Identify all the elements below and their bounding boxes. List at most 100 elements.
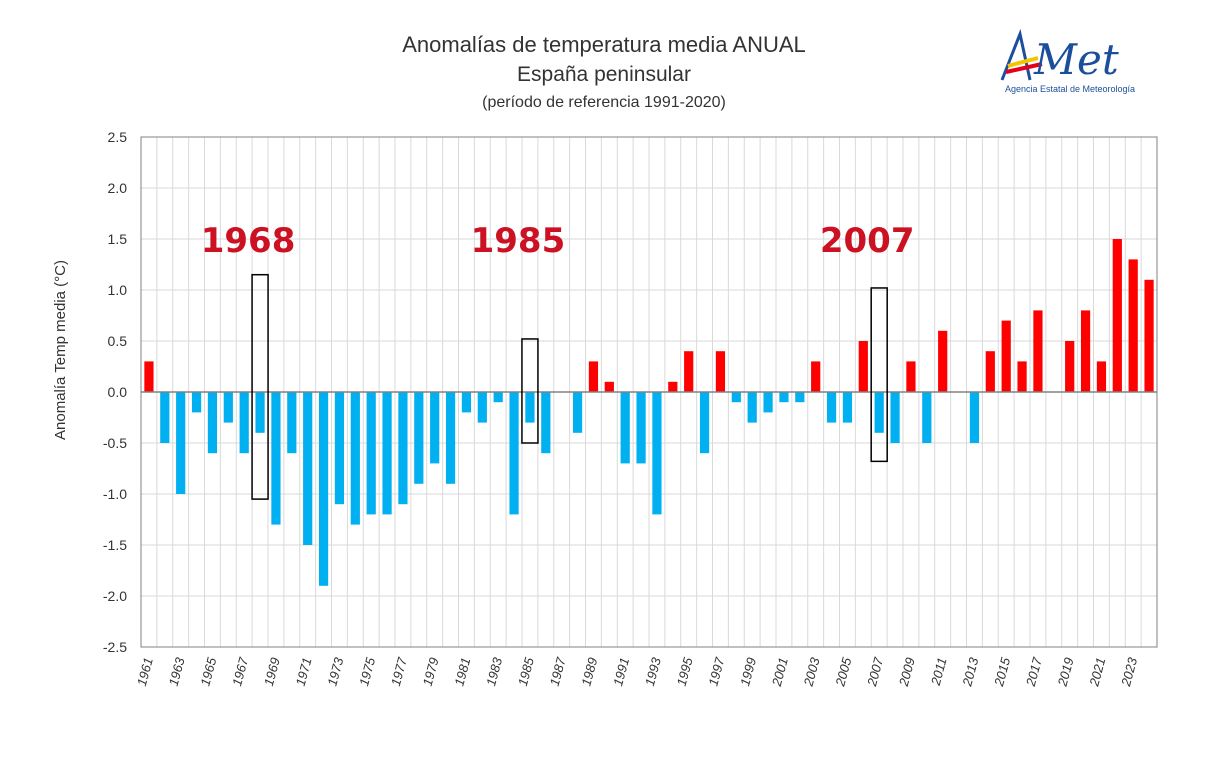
bar-1995: [684, 351, 694, 392]
bar-1974: [350, 392, 360, 525]
bar-2005: [842, 392, 853, 423]
x-tick-label: 1991: [610, 656, 632, 688]
x-tick-label: 2017: [1023, 655, 1045, 689]
bar-2011: [938, 330, 948, 392]
bar-1980: [445, 392, 456, 484]
x-tick-label: 2013: [959, 655, 981, 689]
x-tick-label: 2009: [896, 656, 918, 689]
x-tick-label: 2019: [1054, 656, 1076, 689]
bar-2013: [969, 392, 980, 443]
highlight-box-1985: [521, 338, 539, 444]
x-tick-label: 2023: [1118, 655, 1140, 689]
bar-1962: [160, 392, 170, 443]
bar-1961: [144, 361, 154, 392]
annotation-label-2007: 2007: [820, 221, 915, 261]
x-tick-label: 2001: [769, 656, 791, 689]
x-tick-label: 1985: [515, 655, 537, 688]
bar-2024: [1144, 279, 1154, 392]
svg-text:Met: Met: [1033, 35, 1119, 84]
bar-1990: [604, 381, 614, 392]
x-tick-label: 1963: [166, 655, 188, 688]
bar-2020: [1080, 310, 1091, 392]
bar-2008: [890, 392, 900, 443]
bar-1986: [541, 392, 551, 454]
y-tick-label: 0.0: [108, 384, 128, 400]
x-tick-label: 1975: [356, 655, 378, 688]
bar-1966: [223, 392, 233, 423]
bar-2021: [1096, 361, 1107, 392]
x-tick-label: 2011: [928, 656, 950, 688]
y-tick-label: 1.0: [108, 282, 128, 298]
bar-1967: [239, 392, 249, 454]
bar-2010: [922, 392, 932, 443]
bar-1988: [572, 392, 583, 433]
bar-1969: [271, 392, 281, 525]
y-tick-label: 2.5: [108, 129, 128, 145]
x-tick-label: 1965: [197, 655, 219, 688]
bar-2017: [1033, 310, 1043, 392]
bar-1965: [207, 392, 218, 454]
x-tick-label: 1969: [261, 656, 283, 688]
x-tick-label: 1961: [134, 656, 156, 688]
bar-1968: [255, 392, 265, 433]
bar-1999: [747, 392, 757, 423]
bar-1963: [176, 392, 186, 494]
aemet-logo-subtitle: Agencia Estatal de Meteorología: [1004, 84, 1136, 94]
bar-2019: [1065, 341, 1075, 392]
x-tick-label: 2015: [991, 655, 1013, 689]
x-tick-label: 1979: [420, 656, 442, 688]
x-tick-label: 1983: [483, 655, 505, 688]
aemet-logo: Met Agencia Estatal de Meteorología: [990, 28, 1150, 98]
chart-subtitle: España peninsular: [517, 63, 691, 86]
bar-2002: [795, 392, 805, 403]
bar-2023: [1128, 259, 1138, 392]
bar-1996: [699, 392, 710, 454]
bar-1998: [731, 392, 741, 403]
y-tick-label: 2.0: [108, 180, 128, 196]
annotations: 1968 1985 2007: [201, 221, 915, 500]
x-tick-label: 2021: [1086, 656, 1108, 689]
bar-2016: [1017, 361, 1027, 392]
bar-1964: [191, 392, 202, 413]
bar-2004: [826, 392, 837, 423]
x-tick-label: 1999: [737, 656, 759, 688]
chart-title: Anomalías de temperatura media ANUAL: [402, 32, 806, 57]
highlight-box-2007: [870, 287, 888, 463]
x-tick-label: 1971: [293, 656, 315, 688]
bar-2001: [779, 392, 789, 403]
bar-1994: [668, 381, 678, 392]
highlight-box-1968: [251, 273, 269, 500]
y-tick-label: -1.5: [103, 537, 127, 553]
bar-1989: [588, 361, 599, 392]
bar-1983: [493, 392, 503, 403]
bar-1971: [303, 392, 313, 545]
bar-1975: [366, 392, 376, 515]
bar-1982: [477, 392, 487, 423]
x-tick-label: 1995: [674, 655, 696, 688]
x-tick-label: 1981: [451, 656, 473, 688]
y-tick-label: -2.5: [103, 639, 127, 655]
bar-1984: [509, 392, 519, 515]
bar-1991: [620, 392, 630, 464]
bar-1997: [715, 351, 726, 392]
bar-1992: [636, 392, 646, 464]
bar-2007: [874, 392, 884, 433]
annotation-label-1968: 1968: [201, 221, 296, 261]
bar-2006: [858, 341, 868, 392]
reference-period-note: (período de referencia 1991-2020): [482, 94, 726, 111]
bar-1985: [525, 392, 535, 423]
x-tick-label: 1989: [578, 656, 600, 688]
y-tick-label: 0.5: [108, 333, 128, 349]
y-tick-label: -2.0: [103, 588, 127, 604]
bar-1978: [414, 392, 424, 484]
y-tick-label: -0.5: [103, 435, 127, 451]
x-tick-label: 1987: [547, 655, 569, 688]
bar-1977: [398, 392, 408, 505]
bar-2014: [985, 351, 995, 392]
bars: [144, 239, 1154, 586]
bar-1972: [318, 392, 329, 586]
bar-2003: [811, 361, 821, 392]
x-tick-label: 2003: [800, 655, 822, 689]
bar-1976: [382, 392, 392, 515]
